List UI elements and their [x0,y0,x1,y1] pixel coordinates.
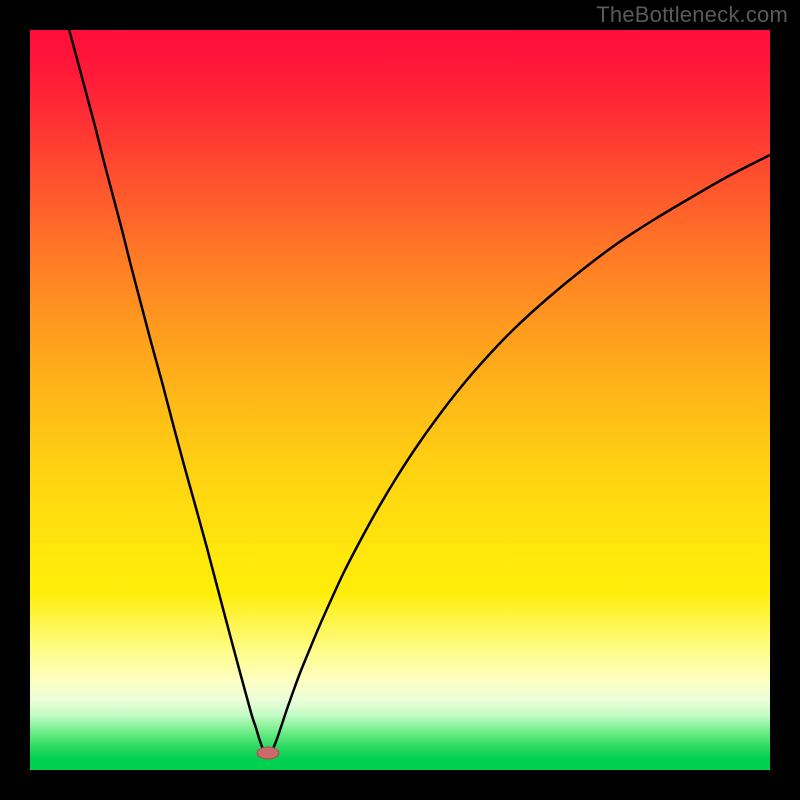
plot-background [30,30,770,770]
bottleneck-chart [0,0,800,800]
optimal-point-marker [257,747,279,759]
attribution-watermark: TheBottleneck.com [596,2,788,28]
chart-container: TheBottleneck.com [0,0,800,800]
